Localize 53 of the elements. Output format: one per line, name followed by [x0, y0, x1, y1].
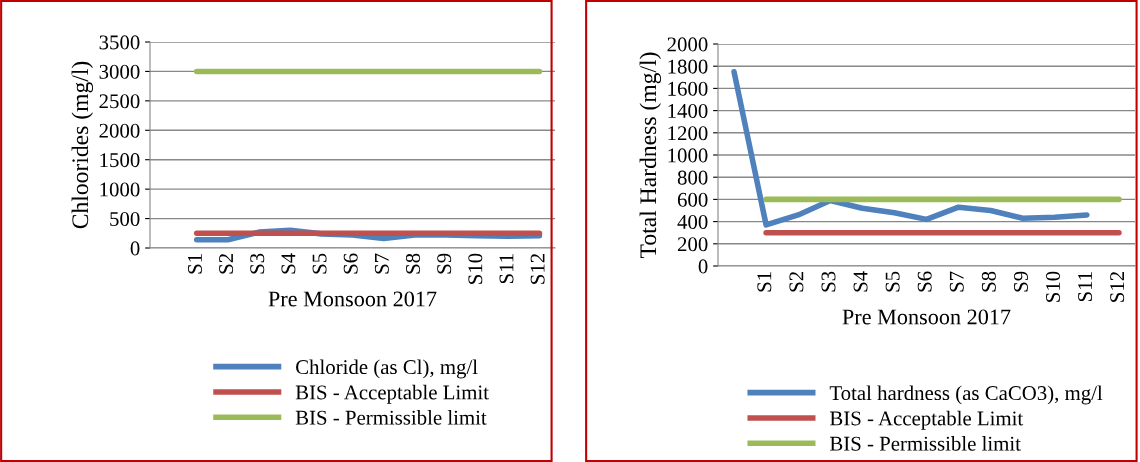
x-tick-label: S12	[530, 254, 545, 284]
y-tick-label: 1500	[100, 153, 140, 168]
x-tick-label: S6	[917, 271, 932, 292]
x-tick-label: S11	[1078, 272, 1093, 302]
x-tick-label: S7	[949, 271, 964, 292]
x-axis-title: Pre Monsoon 2017	[268, 291, 437, 307]
y-tick-label: 1600	[668, 81, 708, 96]
y-axis-title: Chloorides (mg/l)	[71, 61, 94, 229]
x-tick-label: S4	[281, 253, 296, 274]
y-tick-label: 1000	[668, 148, 708, 163]
y-tick-label: 600	[677, 192, 708, 207]
x-tick-label: S3	[821, 271, 836, 292]
y-tick-label: 500	[110, 211, 140, 226]
legend-label: BIS - Acceptable Limit	[295, 384, 489, 404]
x-tick-label: S9	[437, 253, 452, 274]
x-tick-label: S8	[405, 253, 421, 274]
x-tick-label: S8	[981, 271, 996, 292]
y-tick-label: 1000	[100, 182, 140, 197]
y-tick-label: 0	[698, 259, 708, 274]
x-tick-label: S5	[312, 253, 327, 274]
x-tick-label: S7	[374, 253, 389, 274]
legend-label: BIS - Acceptable Limit	[829, 410, 1024, 430]
y-tick-label: 1800	[668, 59, 708, 74]
y-tick-label: 2500	[99, 94, 140, 109]
legend-label: BIS - Permissible limit	[295, 410, 487, 425]
x-tick-label: S2	[219, 254, 234, 274]
x-tick-label: S1	[187, 254, 202, 274]
x-tick-label: S10	[468, 253, 483, 284]
y-tick-label: 400	[677, 214, 708, 230]
x-tick-label: S9	[1013, 271, 1028, 292]
x-tick-label: S6	[343, 253, 358, 274]
y-tick-label: 2000	[99, 123, 140, 138]
y-tick-label: 200	[677, 237, 708, 252]
legend-label: Chloride (as Cl), mg/l	[296, 359, 478, 379]
legend-label: BIS - Permissible limit	[829, 436, 1021, 451]
x-axis-title: Pre Monsoon 2017	[842, 309, 1011, 325]
y-tick-label: 3000	[99, 64, 140, 79]
y-tick-label: 3500	[99, 35, 140, 50]
y-tick-label: 0	[130, 241, 140, 256]
x-tick-label: S3	[250, 253, 265, 274]
x-tick-label: S4	[853, 271, 868, 292]
y-tick-label: 2000	[667, 37, 708, 52]
x-tick-label: S12	[1110, 272, 1125, 302]
x-tick-label: S5	[885, 271, 900, 292]
x-tick-label: S1	[757, 272, 772, 292]
y-axis-title: Total Hardness (mg/l)	[639, 52, 662, 258]
x-tick-label: S2	[789, 272, 804, 292]
y-tick-label: 1400	[668, 103, 708, 119]
x-tick-label: S10	[1045, 271, 1061, 302]
x-tick-label: S11	[499, 254, 514, 284]
y-tick-label: 800	[677, 170, 708, 185]
y-tick-label: 1200	[668, 126, 708, 141]
legend-label: Total hardness (as CaCO3), mg/l	[829, 385, 1103, 405]
